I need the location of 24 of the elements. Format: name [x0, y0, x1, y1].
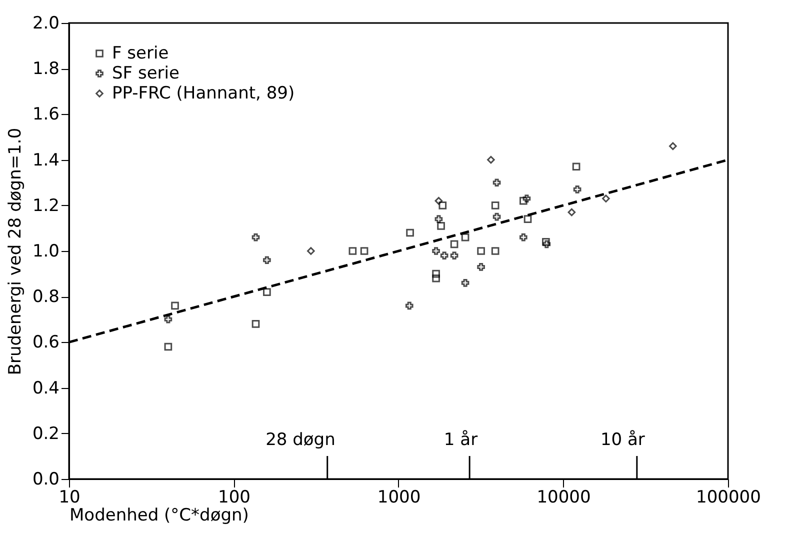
x-tick-label: 10: [58, 488, 80, 508]
ref-line-label: 28 døgn: [266, 430, 336, 450]
y-tick-label: 1.8: [32, 59, 60, 80]
legend-label: SF serie: [112, 64, 180, 84]
y-tick-label: 0.0: [32, 470, 60, 490]
ref-line-label: 1 år: [444, 430, 478, 450]
y-tick-label: 2.0: [32, 14, 60, 34]
y-tick-label: 1.4: [32, 150, 60, 170]
x-tick-label: 10000: [536, 488, 591, 508]
ref-line-label: 10 år: [600, 430, 645, 450]
x-tick-label: 100: [218, 488, 250, 508]
y-axis-title: Brudenergi ved 28 døgn=1.0: [5, 128, 26, 376]
y-tick-label: 0.6: [32, 332, 60, 353]
legend-label: PP-FRC (Hannant, 89): [112, 84, 295, 104]
y-tick-label: 0.2: [32, 424, 60, 444]
y-tick-label: 1.2: [32, 196, 60, 216]
legend-label: F serie: [112, 44, 169, 64]
x-tick-label: 100000: [696, 488, 761, 508]
y-tick-label: 0.8: [32, 287, 60, 308]
y-tick-label: 1.6: [32, 104, 60, 125]
y-tick-label: 1.0: [32, 242, 60, 262]
x-axis-title: Modenhed (°C*døgn): [70, 506, 249, 526]
y-tick-label: 0.4: [32, 378, 60, 398]
x-tick-label: 1000: [377, 488, 421, 508]
